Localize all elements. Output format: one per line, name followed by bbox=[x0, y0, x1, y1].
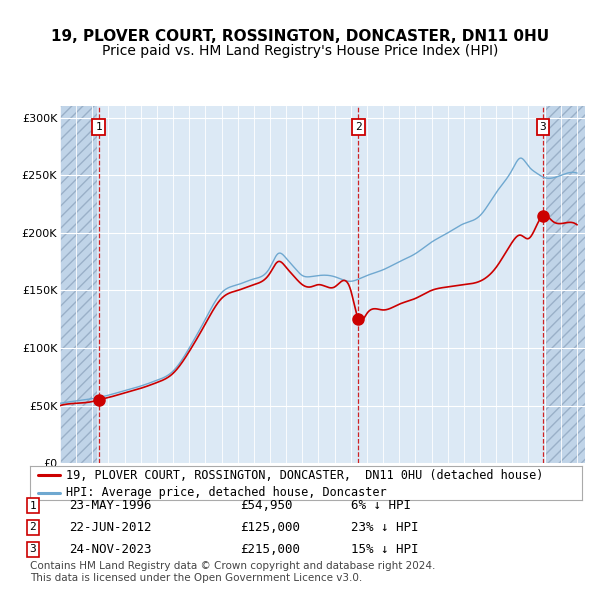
Text: 2: 2 bbox=[29, 523, 37, 532]
Text: Price paid vs. HM Land Registry's House Price Index (HPI): Price paid vs. HM Land Registry's House … bbox=[102, 44, 498, 58]
Text: 15% ↓ HPI: 15% ↓ HPI bbox=[351, 543, 419, 556]
Text: 24-NOV-2023: 24-NOV-2023 bbox=[69, 543, 151, 556]
Text: 1: 1 bbox=[29, 501, 37, 510]
Text: Contains HM Land Registry data © Crown copyright and database right 2024.
This d: Contains HM Land Registry data © Crown c… bbox=[30, 561, 436, 583]
Bar bbox=[546, 106, 585, 463]
Bar bbox=[546, 106, 585, 463]
Text: 6% ↓ HPI: 6% ↓ HPI bbox=[351, 499, 411, 512]
Text: £215,000: £215,000 bbox=[240, 543, 300, 556]
Text: 3: 3 bbox=[539, 122, 547, 132]
Text: 23-MAY-1996: 23-MAY-1996 bbox=[69, 499, 151, 512]
Text: 22-JUN-2012: 22-JUN-2012 bbox=[69, 521, 151, 534]
Text: £125,000: £125,000 bbox=[240, 521, 300, 534]
Text: £54,950: £54,950 bbox=[240, 499, 293, 512]
Text: HPI: Average price, detached house, Doncaster: HPI: Average price, detached house, Donc… bbox=[66, 486, 386, 499]
Text: 19, PLOVER COURT, ROSSINGTON, DONCASTER, DN11 0HU: 19, PLOVER COURT, ROSSINGTON, DONCASTER,… bbox=[51, 29, 549, 44]
Text: 2: 2 bbox=[355, 122, 362, 132]
Text: 19, PLOVER COURT, ROSSINGTON, DONCASTER,  DN11 0HU (detached house): 19, PLOVER COURT, ROSSINGTON, DONCASTER,… bbox=[66, 469, 543, 482]
Text: 3: 3 bbox=[29, 545, 37, 554]
Bar bbox=[60, 106, 97, 463]
Bar bbox=[60, 106, 97, 463]
Text: 23% ↓ HPI: 23% ↓ HPI bbox=[351, 521, 419, 534]
Text: 1: 1 bbox=[95, 122, 102, 132]
